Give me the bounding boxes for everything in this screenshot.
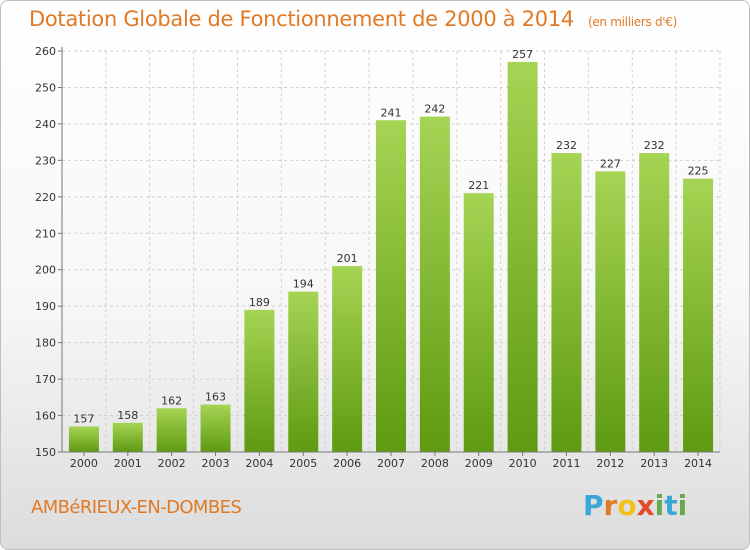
bar: [463, 193, 494, 452]
data-label: 157: [73, 412, 94, 425]
y-tick-label: 220: [35, 191, 56, 204]
bar: [200, 404, 231, 452]
data-label: 242: [424, 103, 445, 116]
bar: [419, 116, 450, 453]
x-tick-label: 2010: [509, 457, 537, 470]
x-tick-label: 2000: [70, 457, 98, 470]
bar: [551, 153, 582, 452]
proxiti-logo[interactable]: Proxiti: [583, 489, 687, 522]
y-tick-label: 210: [35, 227, 56, 240]
x-tick-label: 2004: [245, 457, 273, 470]
x-tick-label: 2008: [421, 457, 449, 470]
data-label: 241: [381, 106, 402, 119]
data-label: 225: [688, 165, 709, 178]
data-labels: 157 158 162 163 189 194 201 241 242 221 257 232 227 2…: [73, 48, 708, 426]
chart-title-text: Dotation Globale de Fonctionnement de 20…: [29, 7, 574, 31]
data-label: 194: [293, 278, 314, 291]
bar: [376, 120, 406, 452]
data-label: 232: [644, 139, 665, 152]
y-tick-label: 190: [35, 300, 56, 313]
chart-unit: (en milliers d'€): [587, 15, 677, 29]
logo-letter: x: [636, 489, 655, 522]
x-tick-label: 2005: [289, 457, 317, 470]
y-tick-label: 150: [35, 446, 56, 459]
logo-letter: r: [603, 489, 618, 522]
y-tick-label: 200: [35, 264, 56, 277]
x-tick-label: 2009: [465, 457, 493, 470]
data-label: 163: [205, 391, 226, 404]
bar: [332, 266, 363, 452]
logo-letter: i: [654, 489, 665, 522]
bars: [68, 61, 714, 453]
y-tick-label: 230: [35, 154, 56, 167]
data-label: 162: [161, 394, 182, 407]
y-tick-label: 180: [35, 337, 56, 350]
data-label: 158: [117, 409, 138, 422]
x-tick-label: 2007: [377, 457, 405, 470]
logo-letter: i: [677, 489, 688, 522]
bar: [288, 291, 319, 452]
x-tick-label: 2002: [158, 457, 186, 470]
chart-title: Dotation Globale de Fonctionnement de 20…: [29, 7, 677, 31]
bar: [156, 408, 187, 452]
y-tick-label: 250: [35, 81, 56, 94]
data-label: 232: [556, 139, 577, 152]
data-label: 227: [600, 157, 621, 170]
x-tick-label: 2013: [640, 457, 668, 470]
bar: [244, 309, 275, 452]
logo-letter: P: [583, 489, 604, 522]
bar: [595, 171, 626, 453]
x-tick-label: 2014: [684, 457, 712, 470]
x-tick-label: 2003: [202, 457, 230, 470]
x-tick-label: 2011: [552, 457, 580, 470]
bar: [68, 426, 99, 452]
bar: [683, 178, 714, 452]
logo-letter: o: [617, 489, 637, 522]
commune-name: AMBéRIEUX-EN-DOMBES: [31, 497, 242, 518]
y-tick-label: 160: [35, 410, 56, 423]
x-tick-label: 2001: [114, 457, 142, 470]
data-label: 189: [249, 296, 270, 309]
data-label: 257: [512, 48, 533, 61]
bar: [507, 61, 538, 452]
data-label: 221: [468, 179, 489, 192]
data-label: 201: [337, 252, 358, 265]
logo-letter: t: [664, 489, 678, 522]
bar: [639, 153, 670, 452]
axes: 150 160 170 180 190 200 210 220 230 240 250 260 2000…: [35, 45, 720, 470]
y-tick-label: 170: [35, 373, 56, 386]
bar: [112, 422, 143, 452]
y-tick-label: 240: [35, 118, 56, 131]
y-tick-label: 260: [35, 45, 56, 58]
x-tick-label: 2012: [596, 457, 624, 470]
x-tick-label: 2006: [333, 457, 361, 470]
